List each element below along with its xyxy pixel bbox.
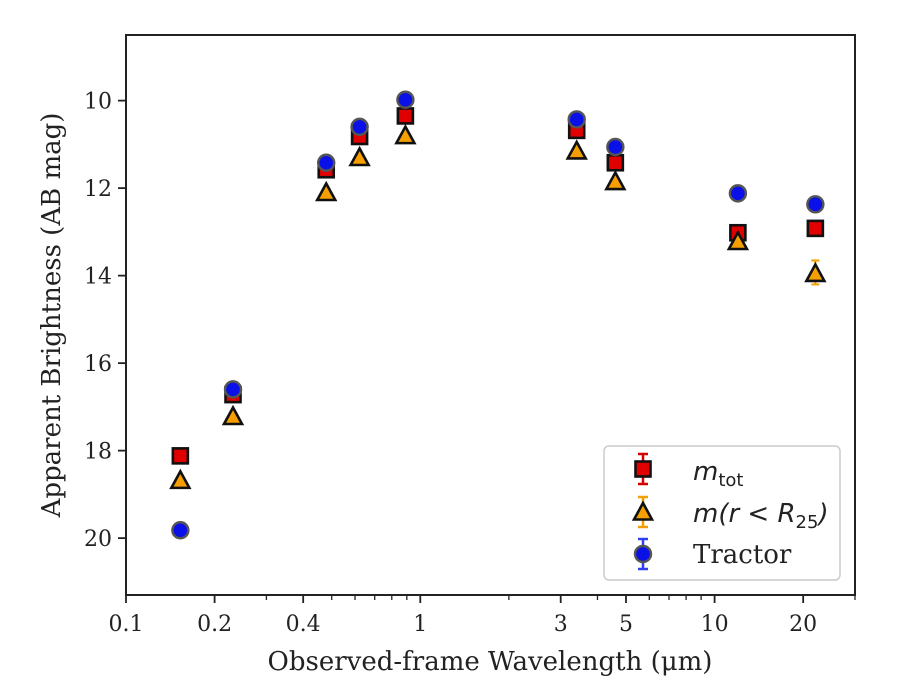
x-tick-label: 0.2 [197, 612, 232, 637]
data-point [604, 169, 627, 191]
legend: mtot m(r < R25) Tractor [603, 445, 841, 581]
data-point [606, 153, 625, 172]
x-axis: 0.1 0.2 0.4 1 3 5 10 20 [109, 595, 856, 637]
y-tick-label: 20 [84, 527, 112, 552]
data-point [728, 184, 748, 203]
legend-marker [631, 500, 655, 521]
x-tick-label: 3 [554, 612, 568, 637]
legend-markers [631, 452, 655, 571]
x-tick-label: 20 [789, 612, 817, 637]
x-tick-label: 0.1 [109, 612, 144, 637]
legend-entry-m-tot: mtot [693, 457, 743, 491]
data-point [169, 468, 192, 490]
x-axis-label: Observed-frame Wavelength (μm) [268, 647, 713, 677]
data-point [606, 137, 625, 157]
data-point [394, 123, 417, 145]
legend-marker [633, 544, 653, 564]
data-point [223, 380, 243, 399]
data-point [350, 117, 369, 137]
legend-box [603, 445, 841, 581]
plot-frame [125, 34, 856, 596]
y-tick-label: 14 [84, 265, 112, 290]
data-point [396, 90, 415, 109]
legend-marker [634, 460, 652, 478]
y-tick-label: 18 [84, 440, 112, 465]
data-point [804, 261, 827, 283]
x-tick-label: 1 [413, 612, 427, 637]
y-axis-label: Apparent Brightness (AB mag) [37, 113, 67, 519]
y-axis: 10 12 14 16 18 20 [84, 90, 126, 552]
x-tick-label: 0.4 [286, 612, 321, 637]
y-tick-label: 12 [84, 177, 112, 202]
data-point [315, 180, 338, 202]
data-point [396, 107, 415, 125]
legend-entry-m-r25: m(r < R25) [693, 499, 829, 533]
series-triangle [169, 123, 827, 490]
data-point [348, 145, 371, 167]
data-point [806, 195, 825, 214]
x-tick-label: 5 [619, 612, 633, 637]
y-tick-label: 10 [84, 90, 112, 115]
legend-entry-tractor: Tractor [693, 540, 792, 570]
data-point [567, 110, 586, 129]
data-points [169, 90, 827, 540]
data-point [565, 139, 588, 160]
x-tick-label: 10 [701, 612, 729, 637]
data-point [806, 219, 825, 238]
data-point [726, 229, 750, 251]
data-point [221, 404, 245, 426]
series-circle [171, 90, 825, 540]
data-point [317, 153, 336, 172]
y-tick-label: 16 [84, 352, 112, 377]
data-point [171, 521, 190, 540]
data-point [171, 447, 190, 465]
